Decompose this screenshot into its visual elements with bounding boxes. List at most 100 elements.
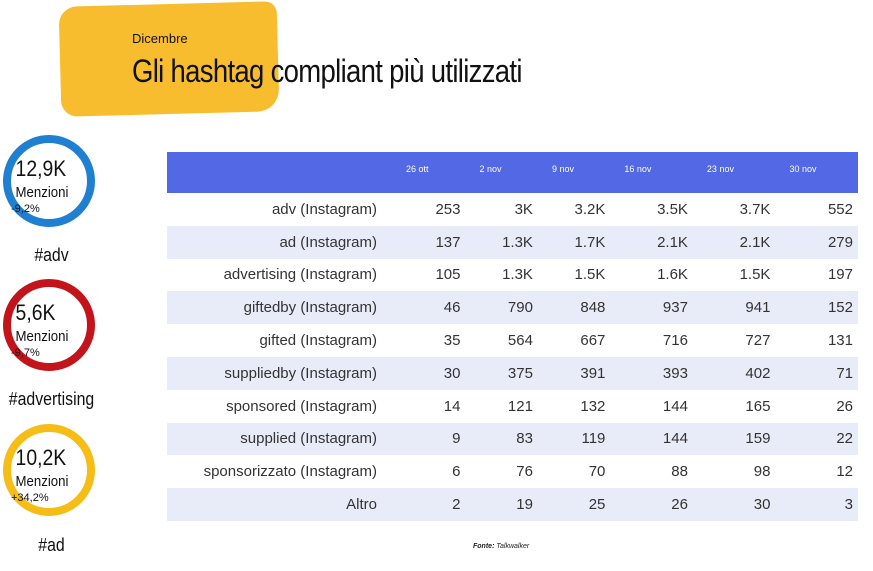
cell-value: 2.1K <box>692 225 776 259</box>
column-header: 23 nov <box>692 152 776 193</box>
eyebrow-month: Dicembre <box>132 31 188 46</box>
column-header: 2 nov <box>465 152 538 193</box>
cell-value: 3K <box>514 200 533 218</box>
cell-value: 19 <box>465 488 538 521</box>
hashtag-table: 26 ott 2 nov 9 nov 16 nov 23 nov 30 nov … <box>167 152 858 521</box>
hashtag-name: supplied (Instagram) <box>167 422 392 456</box>
cell-value: 552 <box>827 200 853 218</box>
column-header: 9 nov <box>537 152 611 193</box>
cell-value: 197 <box>827 266 853 284</box>
hashtag-name: gifted (Instagram) <box>259 332 377 350</box>
hashtag-name: advertising (Instagram) <box>223 266 377 284</box>
cell-value: 165 <box>745 397 771 415</box>
cell-value: 132 <box>580 397 606 415</box>
column-header: 30 nov <box>775 152 858 193</box>
cell-value: 25 <box>537 488 611 521</box>
cell-value: 131 <box>827 332 853 350</box>
cell-value: 3 <box>775 488 858 521</box>
cell-value: 1.3K <box>502 266 533 284</box>
cell-value: 83 <box>465 422 538 456</box>
table-row: sponsorizzato (Instagram) 6 76 70 88 98 … <box>167 455 858 488</box>
cell-value: 159 <box>692 422 776 456</box>
table-row: sponsored (Instagram) 14 121 132 144 165… <box>167 390 858 423</box>
kpi-ring-adv: 12,9K Menzioni -9,2% <box>3 135 95 227</box>
cell-value: 137 <box>392 225 466 259</box>
cell-value: 121 <box>507 397 533 415</box>
table-row: advertising (Instagram) 105 1.3K 1.5K 1.… <box>167 259 858 292</box>
kpi-change: -9,2% <box>11 203 40 215</box>
source-label: Fonte <box>473 543 493 550</box>
cell-value: 937 <box>610 291 693 325</box>
cell-value: 3.5K <box>657 200 688 218</box>
column-header: 16 nov <box>610 152 693 193</box>
hashtag-name: giftedby (Instagram) <box>167 291 392 325</box>
column-header: 26 ott <box>392 152 466 193</box>
kpi-value: 12,9K <box>15 156 67 181</box>
hashtag-name: sponsorizzato (Instagram) <box>203 463 377 481</box>
kpi-value: 10,2K <box>15 445 67 470</box>
cell-value: 88 <box>671 463 688 481</box>
source-name: Talkwalker <box>496 543 530 550</box>
cell-value: 790 <box>465 291 538 325</box>
cell-value: 71 <box>775 356 858 390</box>
cell-value: 402 <box>692 356 776 390</box>
cell-value: 152 <box>775 291 858 325</box>
column-header <box>167 152 392 193</box>
table-row: adv (Instagram) 253 3K 3.2K 3.5K 3.7K 55… <box>167 193 858 226</box>
kpi-tag: #adv <box>34 245 69 265</box>
cell-value: 144 <box>610 422 693 456</box>
cell-value: 564 <box>507 332 533 350</box>
cell-value: 70 <box>588 463 606 481</box>
kpi-value: 5,6K <box>15 300 56 325</box>
cell-value: 2 <box>392 488 466 521</box>
cell-value: 727 <box>745 332 771 350</box>
table-row: supplied (Instagram) 9 83 119 144 159 22 <box>167 422 858 456</box>
cell-value: 30 <box>392 356 466 390</box>
cell-value: 14 <box>443 397 461 415</box>
hashtag-name: suppliedby (Instagram) <box>167 356 392 390</box>
table-row: suppliedby (Instagram) 30 375 391 393 40… <box>167 356 858 390</box>
hashtag-name: sponsored (Instagram) <box>226 397 377 415</box>
cell-value: 98 <box>753 463 771 481</box>
cell-value: 6 <box>452 463 461 481</box>
kpi-change: +34,2% <box>11 492 49 504</box>
cell-value: 46 <box>392 291 466 325</box>
cell-value: 1.5K <box>574 266 606 284</box>
table-header-row: 26 ott 2 nov 9 nov 16 nov 23 nov 30 nov <box>167 152 858 193</box>
cell-value: 391 <box>537 356 611 390</box>
kpi-ring-ad: 10,2K Menzioni +34,2% <box>3 424 95 516</box>
cell-value: 26 <box>610 488 693 521</box>
cell-value: 1.5K <box>739 266 771 284</box>
cell-value: 667 <box>580 332 606 350</box>
cell-value: 3.7K <box>739 200 771 218</box>
cell-value: 716 <box>662 332 688 350</box>
page-title: Gli hashtag compliant più utilizzati <box>132 53 522 89</box>
cell-value: 22 <box>775 422 858 456</box>
cell-value: 375 <box>465 356 538 390</box>
hashtag-name: ad (Instagram) <box>167 225 392 259</box>
kpi-label: Menzioni <box>15 184 69 201</box>
cell-value: 119 <box>537 422 611 456</box>
cell-value: 26 <box>836 397 853 415</box>
table-row: Altro 2 19 25 26 30 3 <box>167 488 858 521</box>
table-row: giftedby (Instagram) 46 790 848 937 941 … <box>167 291 858 325</box>
cell-value: 1.7K <box>537 225 611 259</box>
cell-value: 12 <box>836 463 853 481</box>
cell-value: 30 <box>692 488 776 521</box>
cell-value: 1.6K <box>657 266 688 284</box>
kpi-tag: #advertising <box>8 389 95 409</box>
cell-value: 2.1K <box>610 225 693 259</box>
cell-value: 35 <box>443 332 461 350</box>
kpi-label: Menzioni <box>15 328 69 345</box>
cell-value: 9 <box>392 422 466 456</box>
table-row: ad (Instagram) 137 1.3K 1.7K 2.1K 2.1K 2… <box>167 225 858 259</box>
cell-value: 105 <box>435 266 461 284</box>
cell-value: 393 <box>610 356 693 390</box>
cell-value: 144 <box>662 397 688 415</box>
kpi-change: -9,7% <box>11 347 40 359</box>
cell-value: 941 <box>692 291 776 325</box>
cell-value: 848 <box>537 291 611 325</box>
kpi-ring-advertising: 5,6K Menzioni -9,7% <box>3 279 95 371</box>
cell-value: 279 <box>775 225 858 259</box>
cell-value: 76 <box>516 463 533 481</box>
